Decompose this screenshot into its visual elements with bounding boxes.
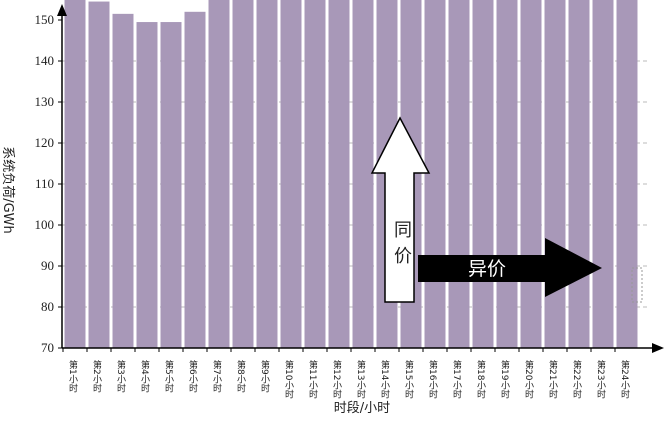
bar-segment-layer1 <box>496 0 518 349</box>
y-tick-label: 110 <box>35 176 54 191</box>
y-axis-arrow-icon <box>57 4 67 16</box>
bar-segment-layer1 <box>352 0 374 349</box>
bar-segment-layer1 <box>472 0 494 349</box>
y-tick-label: 120 <box>35 135 55 150</box>
x-tick-label: 第5小时 <box>163 359 174 393</box>
x-tick-label: 第2小时 <box>91 359 102 393</box>
same-price-char-1: 同价 <box>394 220 412 267</box>
x-tick-label: 第4小时 <box>139 359 150 393</box>
x-tick-label: 第8小时 <box>235 359 246 393</box>
y-tick-label: 140 <box>35 53 55 68</box>
x-tick-label: 第3小时 <box>115 359 126 393</box>
x-tick-label: 第13小时 <box>355 359 366 399</box>
y-axis-label: 系统负荷/GWh <box>0 146 15 234</box>
bar-segment-layer1 <box>616 0 638 349</box>
x-tick-label: 第15小时 <box>403 359 414 399</box>
y-tick-label: 70 <box>41 340 54 355</box>
different-price-label: 异价 <box>468 258 506 280</box>
x-tick-label: 第18小时 <box>475 359 486 399</box>
bar-segment-layer1 <box>592 0 614 349</box>
x-tick-label: 第21小时 <box>547 359 558 399</box>
x-axis-ticks: 第1小时 第2小时 第3小时 第4小时 第5小时 第6小时 第7小时 第8小时 第9小时 第10小… <box>62 348 630 399</box>
y-tick-label: 100 <box>35 217 55 232</box>
x-tick-label: 第10小时 <box>283 359 294 399</box>
x-tick-label: 第12小时 <box>331 359 342 399</box>
x-tick-label: 第19小时 <box>499 359 510 399</box>
x-axis-label: 时段/小时 <box>334 401 390 416</box>
bar-segment-layer1 <box>544 0 566 349</box>
x-tick-label: 第20小时 <box>523 359 534 399</box>
different-price-arrow <box>418 238 602 297</box>
x-tick-label: 第16小时 <box>427 359 438 399</box>
x-tick-label: 第14小时 <box>379 359 390 399</box>
bar-segment-layer1 <box>88 1 110 349</box>
bar-segment-layer1 <box>136 22 158 349</box>
x-tick-label: 第23小时 <box>595 359 606 399</box>
bar-segment-layer1 <box>424 0 446 349</box>
bar-segment-layer1 <box>232 0 254 349</box>
bars <box>64 0 638 349</box>
bar-segment-layer1 <box>328 0 350 349</box>
bar-segment-layer1 <box>256 0 278 349</box>
dashed-box <box>631 267 643 303</box>
y-tick-label: 80 <box>41 299 54 314</box>
bar-segment-layer1 <box>520 0 542 349</box>
bar-segment-layer1 <box>64 0 86 349</box>
bar-segment-layer1 <box>208 0 230 349</box>
bar-segment-layer1 <box>568 0 590 349</box>
bar-segment-layer1 <box>280 0 302 349</box>
bar-segment-layer1 <box>112 13 134 348</box>
bar-segment-layer1 <box>184 11 206 349</box>
y-tick-label: 130 <box>35 94 55 109</box>
x-tick-label: 第6小时 <box>187 359 198 393</box>
x-axis-arrow-icon <box>652 343 664 353</box>
x-tick-label: 第9小时 <box>259 359 270 393</box>
x-tick-label: 第17小时 <box>451 359 462 399</box>
y-tick-label: 150 <box>35 12 55 27</box>
x-tick-label: 第11小时 <box>307 359 318 399</box>
x-tick-label: 第1小时 <box>67 359 78 393</box>
x-tick-label: 第7小时 <box>211 359 222 393</box>
bar-segment-layer1 <box>160 22 182 349</box>
bar-segment-layer1 <box>448 0 470 349</box>
x-tick-label: 第22小时 <box>571 359 582 399</box>
y-tick-label: 90 <box>41 258 54 273</box>
bar-segment-layer1 <box>304 0 326 349</box>
y-axis-ticks: 70 80 90 100 110 120 130 140 150 <box>35 12 62 355</box>
x-tick-label: 第24小时 <box>619 359 630 399</box>
same-price-arrow <box>370 116 431 303</box>
